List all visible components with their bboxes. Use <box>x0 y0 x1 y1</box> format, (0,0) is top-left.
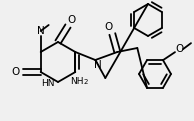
Text: N: N <box>37 26 45 36</box>
Text: HN: HN <box>41 79 55 88</box>
Text: O: O <box>104 22 113 32</box>
Text: NH: NH <box>71 77 84 87</box>
Text: N: N <box>94 60 102 70</box>
Text: O: O <box>176 44 184 54</box>
Text: 2: 2 <box>83 79 87 85</box>
Text: O: O <box>67 15 75 25</box>
Text: O: O <box>12 67 20 77</box>
